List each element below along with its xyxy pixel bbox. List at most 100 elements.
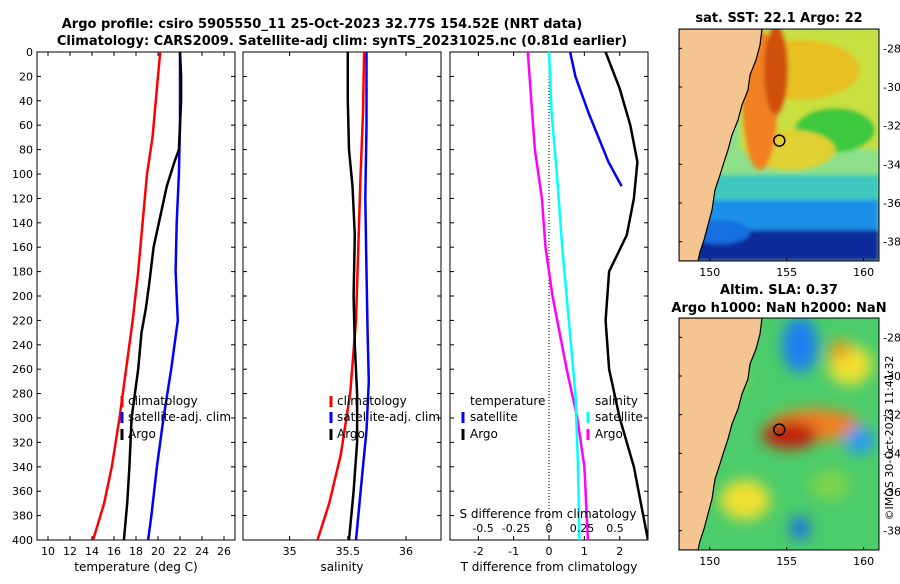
y-tick-label: 180 bbox=[12, 266, 33, 279]
credit-text: ©IMOS 30-Oct-2023 11:41:32 bbox=[883, 355, 896, 520]
series-satellite-adj-clim bbox=[354, 52, 371, 540]
x-tick-label: 24 bbox=[195, 545, 209, 558]
y-tick-label: 360 bbox=[12, 485, 33, 498]
map-y-tick-label: -38 bbox=[883, 236, 900, 249]
sst-map-ticks: 150 155 160 -28 -30 -32 -34 -36 -38 bbox=[679, 42, 900, 279]
salinity-panel: 35 35.5 36 climatology satellite-adj. clim… bbox=[242, 51, 442, 574]
legend-label-climatology: climatology bbox=[128, 394, 198, 408]
series-climatology bbox=[91, 52, 162, 540]
x-tick-label: 16 bbox=[107, 545, 121, 558]
y-tick-label: 280 bbox=[12, 388, 33, 401]
difference-legend-right: salinity satellite Argo bbox=[586, 394, 643, 441]
y-tick-label: 0 bbox=[26, 46, 33, 59]
difference-lines bbox=[526, 52, 648, 540]
difference-panel: -2 -1 0 1 2 temperature satellite Argo salin… bbox=[449, 51, 649, 574]
difference-y-ticks bbox=[450, 51, 648, 541]
y-tick-label: 40 bbox=[19, 95, 33, 108]
legend-label-satellite: satellite-adj. clim bbox=[337, 410, 440, 424]
x-tick-label: -1 bbox=[508, 545, 519, 558]
temperature-panel: 0 20 40 60 80 100 120 140 160 180 200 220 240 260 280 3… bbox=[12, 46, 236, 574]
x-tick-label: 10 bbox=[41, 545, 55, 558]
map-y-tick-label: -30 bbox=[883, 81, 900, 94]
legend-label-sal-argo: Argo bbox=[595, 427, 623, 441]
series-temperature-satellite bbox=[526, 52, 590, 540]
temperature-legend: climatology satellite-adj. clim Argo bbox=[120, 394, 231, 441]
sla-land bbox=[679, 318, 763, 550]
t-difference-label: T difference from climatology bbox=[460, 560, 638, 574]
map-x-tick-label: 160 bbox=[853, 555, 874, 568]
y-tick-label: 80 bbox=[19, 144, 33, 157]
main-title-line1: Argo profile: csiro 5905550_11 25-Oct-20… bbox=[62, 17, 583, 32]
sst-land bbox=[679, 29, 763, 261]
map-y-tick-label: -32 bbox=[883, 409, 900, 422]
x-tick-label: 18 bbox=[129, 545, 143, 558]
y-tick-label: 400 bbox=[12, 534, 33, 547]
x-tick-label: 36 bbox=[399, 545, 413, 558]
map-x-tick-label: 160 bbox=[853, 266, 874, 279]
y-tick-label: 20 bbox=[19, 70, 33, 83]
s-difference-label: S difference from climatology bbox=[460, 507, 637, 521]
y-tick-label: 260 bbox=[12, 363, 33, 376]
temperature-y-ticks: 0 20 40 60 80 100 120 140 160 180 200 220 240 260 280 3… bbox=[12, 46, 235, 547]
map-y-tick-label: -28 bbox=[883, 331, 900, 344]
salinity-legend: climatology satellite-adj. clim Argo bbox=[329, 394, 440, 441]
map-y-tick-label: -36 bbox=[883, 486, 900, 499]
y-tick-label: 300 bbox=[12, 412, 33, 425]
x-tick-label: 0 bbox=[546, 545, 553, 558]
x-tick-label: 1 bbox=[581, 545, 588, 558]
series-argo bbox=[346, 52, 359, 540]
y-tick-label: 200 bbox=[12, 290, 33, 303]
series-temperature-argo bbox=[604, 52, 648, 540]
map-y-tick-label: -28 bbox=[883, 42, 900, 55]
sla-map-ticks: 150 155 160 -28 -30 -32 -34 -36 -38 bbox=[679, 331, 900, 568]
sla-map-frame bbox=[678, 317, 880, 551]
legend-label-sal-satellite: satellite bbox=[595, 410, 643, 424]
y-tick-label: 140 bbox=[12, 217, 33, 230]
map-x-tick-label: 150 bbox=[699, 266, 720, 279]
sst-map-frame bbox=[678, 28, 880, 262]
x-tick-label: 26 bbox=[217, 545, 231, 558]
map-y-tick-label: -38 bbox=[883, 525, 900, 538]
temperature-x-label: temperature (deg C) bbox=[74, 560, 197, 574]
s-tick-label: -0.5 bbox=[472, 522, 493, 535]
temperature-x-ticks: 10 12 14 16 18 20 22 24 26 bbox=[41, 52, 231, 558]
y-tick-label: 160 bbox=[12, 241, 33, 254]
s-tick-label: -0.25 bbox=[502, 522, 530, 535]
legend-header-temperature: temperature bbox=[470, 394, 545, 408]
map-x-tick-label: 150 bbox=[699, 555, 720, 568]
legend-label-temp-satellite: satellite bbox=[470, 410, 518, 424]
sla-argo-marker bbox=[773, 423, 786, 436]
series-salinity-satellite bbox=[547, 52, 581, 540]
sla-map-title-line2: Argo h1000: NaN h2000: NaN bbox=[671, 301, 886, 316]
salinity-x-label: salinity bbox=[320, 560, 363, 574]
salinity-x-ticks: 35 35.5 36 bbox=[283, 52, 413, 558]
x-tick-label: 35 bbox=[283, 545, 297, 558]
y-tick-label: 220 bbox=[12, 314, 33, 327]
sla-map: Altim. SLA: 0.37 Argo h1000: NaN h2000: … bbox=[671, 283, 900, 568]
salinity-axes-box bbox=[242, 51, 442, 541]
y-tick-label: 240 bbox=[12, 339, 33, 352]
x-tick-label: 22 bbox=[173, 545, 187, 558]
s-tick-label: 0 bbox=[546, 522, 553, 535]
map-y-tick-label: -32 bbox=[883, 120, 900, 133]
y-tick-label: 380 bbox=[12, 510, 33, 523]
sst-map: sat. SST: 22.1 Argo: 22 150 155 160 -28 -30 -… bbox=[678, 11, 900, 279]
series-climatology bbox=[316, 52, 366, 540]
map-y-tick-label: -34 bbox=[883, 158, 900, 171]
legend-label-argo: Argo bbox=[337, 427, 365, 441]
sst-argo-marker bbox=[773, 134, 786, 147]
map-x-tick-label: 155 bbox=[776, 555, 797, 568]
legend-label-argo: Argo bbox=[128, 427, 156, 441]
x-tick-label: -2 bbox=[473, 545, 484, 558]
map-y-tick-label: -30 bbox=[883, 370, 900, 383]
salinity-lines bbox=[316, 52, 371, 540]
legend-label-satellite: satellite-adj. clim bbox=[128, 410, 231, 424]
series-salinity-argo bbox=[568, 52, 623, 187]
temperature-lines bbox=[91, 52, 183, 540]
x-tick-label: 35.5 bbox=[336, 545, 361, 558]
x-tick-label: 20 bbox=[151, 545, 165, 558]
sla-map-title-line1: Altim. SLA: 0.37 bbox=[720, 283, 838, 298]
salinity-y-ticks bbox=[243, 51, 441, 541]
difference-legend-left: temperature satellite Argo bbox=[461, 394, 545, 441]
